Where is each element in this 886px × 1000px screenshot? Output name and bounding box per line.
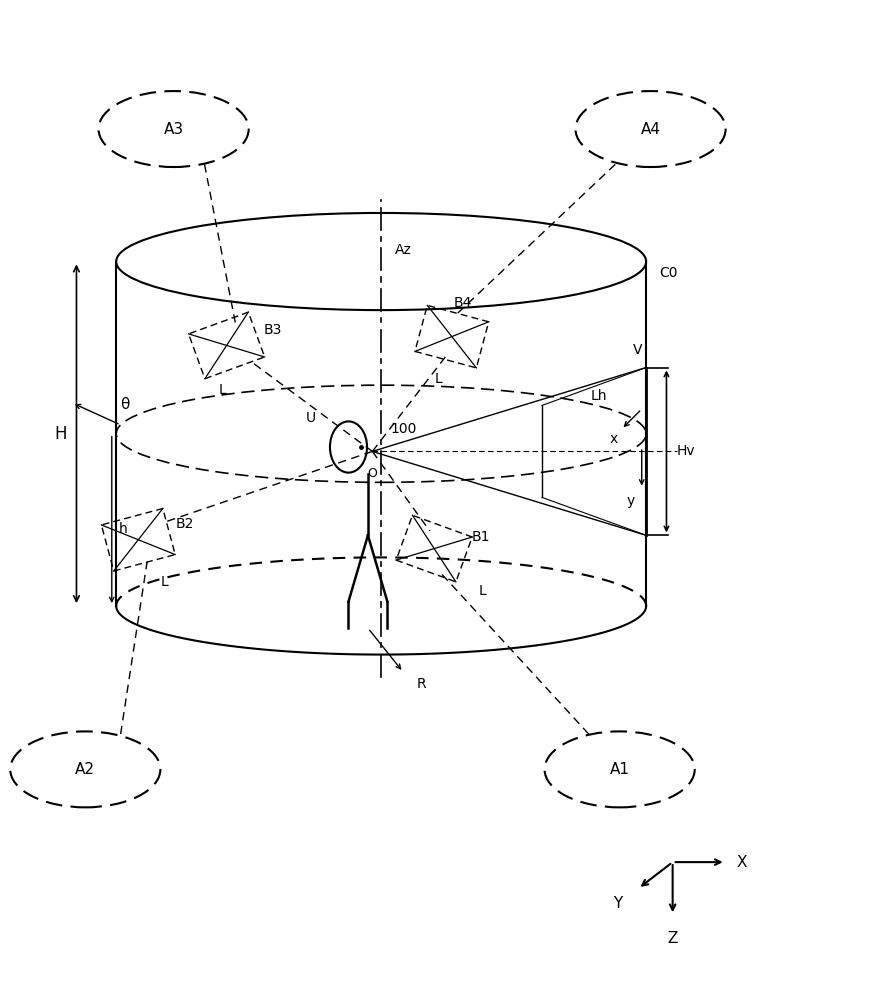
Text: L: L: [218, 383, 226, 397]
Text: B4: B4: [454, 296, 472, 310]
Text: x: x: [610, 432, 618, 446]
Text: H: H: [54, 425, 66, 443]
Text: θ: θ: [120, 397, 130, 412]
Text: 100: 100: [390, 422, 416, 436]
Text: B2: B2: [175, 517, 194, 531]
Text: A4: A4: [641, 122, 661, 137]
Text: L: L: [161, 575, 168, 589]
Text: B1: B1: [471, 530, 490, 544]
Text: B3: B3: [264, 323, 282, 337]
Text: L: L: [478, 584, 486, 598]
Text: L: L: [435, 372, 442, 386]
Text: O: O: [368, 467, 377, 480]
Text: V: V: [633, 343, 642, 357]
Text: A2: A2: [75, 762, 96, 777]
Text: U: U: [306, 411, 315, 425]
Text: A1: A1: [610, 762, 630, 777]
Text: C0: C0: [659, 266, 678, 280]
Text: Lh: Lh: [590, 389, 607, 403]
Text: Hv: Hv: [677, 444, 696, 458]
Text: y: y: [626, 494, 634, 508]
Text: h: h: [119, 522, 128, 536]
Text: A3: A3: [164, 122, 183, 137]
Text: Az: Az: [394, 243, 411, 257]
Text: Y: Y: [613, 896, 622, 911]
Text: X: X: [736, 855, 747, 870]
Text: R: R: [416, 677, 426, 691]
Text: Z: Z: [667, 931, 678, 946]
